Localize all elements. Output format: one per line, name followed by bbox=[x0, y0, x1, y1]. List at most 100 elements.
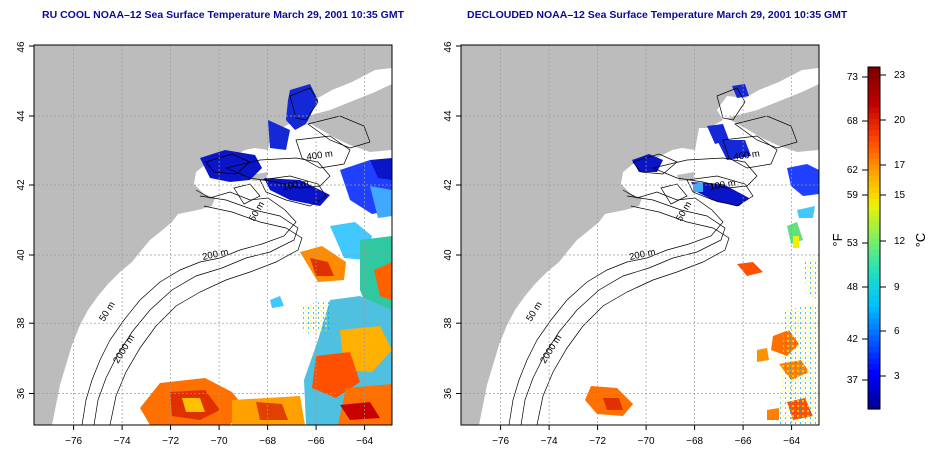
graticule bbox=[461, 45, 819, 425]
colorbar-stripe bbox=[868, 72, 880, 79]
colorbar-stripe bbox=[868, 306, 880, 313]
colorbar-stripe bbox=[868, 300, 880, 307]
colorbar-stripe bbox=[868, 158, 880, 165]
colorbar-stripe bbox=[868, 198, 880, 205]
f-tick-label: 37 bbox=[847, 375, 859, 386]
colorbar-stripe bbox=[868, 289, 880, 296]
colorbar-stripe bbox=[868, 374, 880, 382]
colorbar-stripe bbox=[868, 403, 880, 410]
c-tick-label: 20 bbox=[894, 115, 906, 126]
colorbar-stripe bbox=[868, 220, 880, 228]
f-tick-label: 59 bbox=[847, 190, 859, 201]
isobath-label-400m: 400 m bbox=[733, 148, 761, 163]
map-panel-raw: 400 m 100 m 50 m 200 m 50 m 2000 m −76 −… bbox=[16, 41, 393, 447]
colorbar-stripe bbox=[868, 124, 880, 131]
colorbar-stripe bbox=[868, 146, 880, 154]
lat-tick-label: 46 bbox=[443, 41, 454, 53]
fahrenheit-tick-labels: 73 68 62 59 53 48 42 37 bbox=[847, 72, 859, 386]
lon-tick-label: −76 bbox=[65, 436, 82, 447]
lat-tick-labels: 36 38 40 42 44 46 bbox=[16, 41, 27, 399]
colorbar-stripe bbox=[868, 152, 880, 159]
f-tick-label: 42 bbox=[847, 334, 859, 345]
f-tick-label: 68 bbox=[847, 116, 859, 127]
lon-tick-labels: −76 −74 −72 −70 −68 −66 −64 bbox=[65, 436, 373, 447]
colorbar-stripe bbox=[868, 272, 880, 279]
colorbar-stripe bbox=[868, 226, 880, 233]
lon-tick-label: −68 bbox=[259, 436, 276, 447]
lon-tick-label: −70 bbox=[638, 436, 655, 447]
axis-ticks bbox=[456, 45, 793, 430]
colorbar-stripe bbox=[868, 391, 880, 399]
c-tick-label: 6 bbox=[894, 326, 900, 337]
colorbar-stripe bbox=[868, 129, 880, 136]
lon-tick-label: −66 bbox=[308, 436, 325, 447]
lon-tick-label: −72 bbox=[589, 436, 606, 447]
colorbar-stripe bbox=[868, 112, 880, 119]
panel-title-declouded: DECLOUDED NOAA–12 Sea Surface Temperatur… bbox=[467, 9, 848, 21]
colorbar-stripe bbox=[868, 67, 880, 74]
lon-tick-label: −68 bbox=[686, 436, 703, 447]
colorbar-stripe bbox=[868, 357, 880, 364]
isobath-label-200m: 200 m bbox=[628, 247, 656, 263]
colorbar-stripe bbox=[868, 169, 880, 176]
lat-tick-label: 38 bbox=[16, 317, 27, 329]
f-tick-label: 73 bbox=[847, 72, 859, 83]
panel-title-raw: RU COOL NOAA–12 Sea Surface Temperature … bbox=[42, 9, 405, 21]
colorbar-stripe bbox=[868, 209, 880, 216]
lon-tick-label: −74 bbox=[541, 436, 558, 447]
colorbar-stripe bbox=[868, 386, 880, 393]
colorbar-gradient bbox=[868, 67, 880, 410]
lon-tick-label: −66 bbox=[735, 436, 752, 447]
colorbar-stripe bbox=[868, 260, 880, 268]
lat-tick-label: 40 bbox=[16, 249, 27, 261]
colorbar-stripe bbox=[868, 141, 880, 148]
lon-tick-label: −72 bbox=[162, 436, 179, 447]
isobath-label-100m: 100 m bbox=[282, 178, 310, 193]
lat-tick-label: 44 bbox=[16, 110, 27, 122]
fahrenheit-unit-label: °F bbox=[830, 233, 845, 246]
isobath-label-400m: 400 m bbox=[306, 148, 334, 163]
colorbar-stripe bbox=[868, 295, 880, 302]
lat-tick-label: 46 bbox=[16, 41, 27, 53]
colorbar-stripe bbox=[868, 249, 880, 256]
colorbar-stripe bbox=[868, 323, 880, 330]
colorbar-stripe bbox=[868, 380, 880, 387]
colorbar-stripe bbox=[868, 95, 880, 102]
lat-tick-label: 36 bbox=[443, 388, 454, 400]
lat-tick-label: 36 bbox=[16, 388, 27, 400]
c-tick-label: 23 bbox=[894, 70, 906, 81]
colorbar-stripe bbox=[868, 277, 880, 285]
colorbar-stripe bbox=[868, 84, 880, 91]
colorbar-stripe bbox=[868, 340, 880, 347]
isobath-label-200m: 200 m bbox=[201, 247, 229, 263]
colorbar-stripe bbox=[868, 317, 880, 325]
isobath-contours bbox=[81, 87, 371, 425]
f-tick-label: 48 bbox=[847, 282, 859, 293]
colorbar-frame bbox=[867, 66, 881, 410]
colorbar-stripe bbox=[868, 135, 880, 142]
colorbar-ticks bbox=[862, 74, 886, 381]
colorbar-stripe bbox=[868, 363, 880, 370]
c-tick-label: 3 bbox=[894, 371, 900, 382]
lon-tick-label: −74 bbox=[114, 436, 131, 447]
lat-tick-label: 40 bbox=[443, 249, 454, 261]
colorbar-stripe bbox=[868, 329, 880, 336]
sst-overlay bbox=[585, 84, 819, 425]
colorbar-stripe bbox=[868, 312, 880, 319]
colorbar-stripe bbox=[868, 118, 880, 125]
f-tick-label: 53 bbox=[847, 238, 859, 249]
sst-overlay bbox=[140, 84, 392, 425]
map-panel-declouded: 400 m 100 m 50 m 200 m 50 m 2000 m −76 −… bbox=[443, 41, 820, 447]
lon-tick-label: −64 bbox=[783, 436, 800, 447]
lat-tick-label: 44 bbox=[443, 110, 454, 122]
c-tick-label: 9 bbox=[894, 282, 900, 293]
colorbar-stripe bbox=[868, 283, 880, 290]
c-tick-label: 12 bbox=[894, 236, 906, 247]
lon-tick-labels: −76 −74 −72 −70 −68 −66 −64 bbox=[492, 436, 800, 447]
colorbar-stripe bbox=[868, 186, 880, 193]
c-tick-label: 17 bbox=[894, 160, 906, 171]
colorbar-stripe bbox=[868, 106, 880, 114]
lon-tick-label: −70 bbox=[211, 436, 228, 447]
colorbar-stripe bbox=[868, 101, 880, 108]
